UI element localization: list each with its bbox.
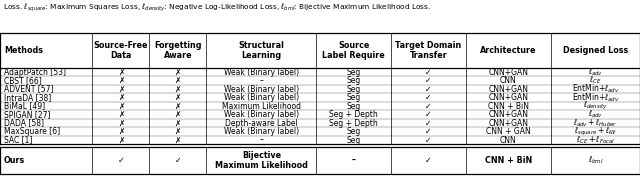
Text: Seg: Seg	[347, 93, 361, 102]
Text: $\ell_{CE}$: $\ell_{CE}$	[589, 75, 602, 86]
Text: ✗: ✗	[118, 136, 124, 144]
Text: ✓: ✓	[425, 84, 431, 93]
Text: Weak (Binary label): Weak (Binary label)	[224, 68, 299, 77]
Text: –: –	[352, 156, 356, 165]
Text: CNN + GAN: CNN + GAN	[486, 127, 531, 136]
Text: Seg: Seg	[347, 68, 361, 77]
Text: ✗: ✗	[175, 76, 181, 85]
Text: CNN: CNN	[500, 136, 517, 144]
Text: $\ell_{density}$: $\ell_{density}$	[583, 100, 608, 112]
Text: Source
Label Require: Source Label Require	[323, 41, 385, 60]
Text: $\ell_{adv}$: $\ell_{adv}$	[588, 109, 603, 120]
Text: Seg: Seg	[347, 127, 361, 136]
Text: CNN + BiN: CNN + BiN	[488, 102, 529, 111]
Text: ✓: ✓	[425, 102, 431, 111]
Text: ✗: ✗	[118, 84, 124, 93]
Text: ✗: ✗	[118, 127, 124, 136]
Text: –: –	[259, 76, 263, 85]
Text: ✗: ✗	[118, 110, 124, 119]
Text: ✓: ✓	[425, 76, 431, 85]
Text: ✓: ✓	[425, 93, 431, 102]
Text: ✗: ✗	[118, 102, 124, 111]
Text: ✓: ✓	[425, 127, 431, 136]
Text: CNN: CNN	[500, 76, 517, 85]
Text: AdaptPatch [53]: AdaptPatch [53]	[4, 68, 66, 77]
Text: ✗: ✗	[175, 136, 181, 144]
Text: ✗: ✗	[175, 93, 181, 102]
Text: Weak (Binary label): Weak (Binary label)	[224, 110, 299, 119]
Text: ✓: ✓	[425, 136, 431, 144]
Text: ✗: ✗	[118, 76, 124, 85]
Text: ✗: ✗	[175, 68, 181, 77]
Text: BiMaL [49]: BiMaL [49]	[4, 102, 45, 111]
Text: EntMin+$\ell_{adv}$: EntMin+$\ell_{adv}$	[572, 83, 620, 95]
Text: EntMin+$\ell_{adv}$: EntMin+$\ell_{adv}$	[572, 91, 620, 104]
Text: CNN+GAN: CNN+GAN	[488, 68, 529, 77]
Text: Structural
Learning: Structural Learning	[238, 41, 284, 60]
Text: ✗: ✗	[175, 127, 181, 136]
Text: Forgetting
Aware: Forgetting Aware	[154, 41, 202, 60]
Text: Weak (Binary label): Weak (Binary label)	[224, 93, 299, 102]
Text: $\ell_{adv}+\ell_{Huber}$: $\ell_{adv}+\ell_{Huber}$	[573, 117, 618, 129]
Text: ✓: ✓	[425, 156, 432, 165]
Text: CNN+GAN: CNN+GAN	[488, 93, 529, 102]
Text: ✗: ✗	[175, 84, 181, 93]
Text: CNN+GAN: CNN+GAN	[488, 84, 529, 93]
Text: ✗: ✗	[175, 110, 181, 119]
Text: SPIGAN [27]: SPIGAN [27]	[4, 110, 51, 119]
Text: Seg + Depth: Seg + Depth	[330, 110, 378, 119]
Text: –: –	[259, 136, 263, 144]
Text: Ours: Ours	[4, 156, 25, 165]
Text: $\ell_{CE}+\ell_{Focal}$: $\ell_{CE}+\ell_{Focal}$	[576, 134, 615, 146]
Text: ✓: ✓	[425, 119, 431, 128]
Text: ✓: ✓	[425, 68, 431, 77]
Text: Weak (Binary label): Weak (Binary label)	[224, 127, 299, 136]
Text: CBST [66]: CBST [66]	[4, 76, 42, 85]
Text: ✗: ✗	[175, 119, 181, 128]
Text: Maximum Likelihood: Maximum Likelihood	[222, 102, 301, 111]
Text: Source-Free
Data: Source-Free Data	[93, 41, 148, 60]
Text: MaxSquare [6]: MaxSquare [6]	[4, 127, 60, 136]
Text: Seg: Seg	[347, 76, 361, 85]
Text: ✓: ✓	[175, 156, 181, 165]
Text: CNN + BiN: CNN + BiN	[485, 156, 532, 165]
Text: Depth-aware Label: Depth-aware Label	[225, 119, 298, 128]
Text: $\ell_{adv}$: $\ell_{adv}$	[588, 66, 603, 78]
Text: ✓: ✓	[425, 110, 431, 119]
Text: ADVENT [57]: ADVENT [57]	[4, 84, 53, 93]
Text: CNN+GAN: CNN+GAN	[488, 110, 529, 119]
Text: Weak (Binary label): Weak (Binary label)	[224, 84, 299, 93]
Text: CNN+GAN: CNN+GAN	[488, 119, 529, 128]
Text: IntraDA [38]: IntraDA [38]	[4, 93, 51, 102]
Text: ✓: ✓	[118, 156, 124, 165]
Text: Designed Loss: Designed Loss	[563, 46, 628, 55]
Text: Seg: Seg	[347, 136, 361, 144]
Text: Architecture: Architecture	[480, 46, 537, 55]
Text: Seg: Seg	[347, 84, 361, 93]
Text: Seg + Depth: Seg + Depth	[330, 119, 378, 128]
Text: ✗: ✗	[118, 119, 124, 128]
Text: Bijective
Maximum Likelihood: Bijective Maximum Likelihood	[215, 151, 308, 170]
Text: SAC [1]: SAC [1]	[4, 136, 32, 144]
Text: Loss. $\ell_{square}$: Maximum Squares Loss, $\ell_{density}$: Negative Log-Like: Loss. $\ell_{square}$: Maximum Squares L…	[3, 2, 431, 14]
Text: ✗: ✗	[175, 102, 181, 111]
Text: Methods: Methods	[4, 46, 43, 55]
Text: $\ell_{square}+\ell_{IW}$: $\ell_{square}+\ell_{IW}$	[574, 125, 617, 138]
Text: ✗: ✗	[118, 93, 124, 102]
Text: $\ell_{bml}$: $\ell_{bml}$	[588, 155, 604, 166]
Text: ✗: ✗	[118, 68, 124, 77]
Text: Target Domain
Transfer: Target Domain Transfer	[396, 41, 461, 60]
Text: DADA [58]: DADA [58]	[4, 119, 44, 128]
Text: Seg: Seg	[347, 102, 361, 111]
